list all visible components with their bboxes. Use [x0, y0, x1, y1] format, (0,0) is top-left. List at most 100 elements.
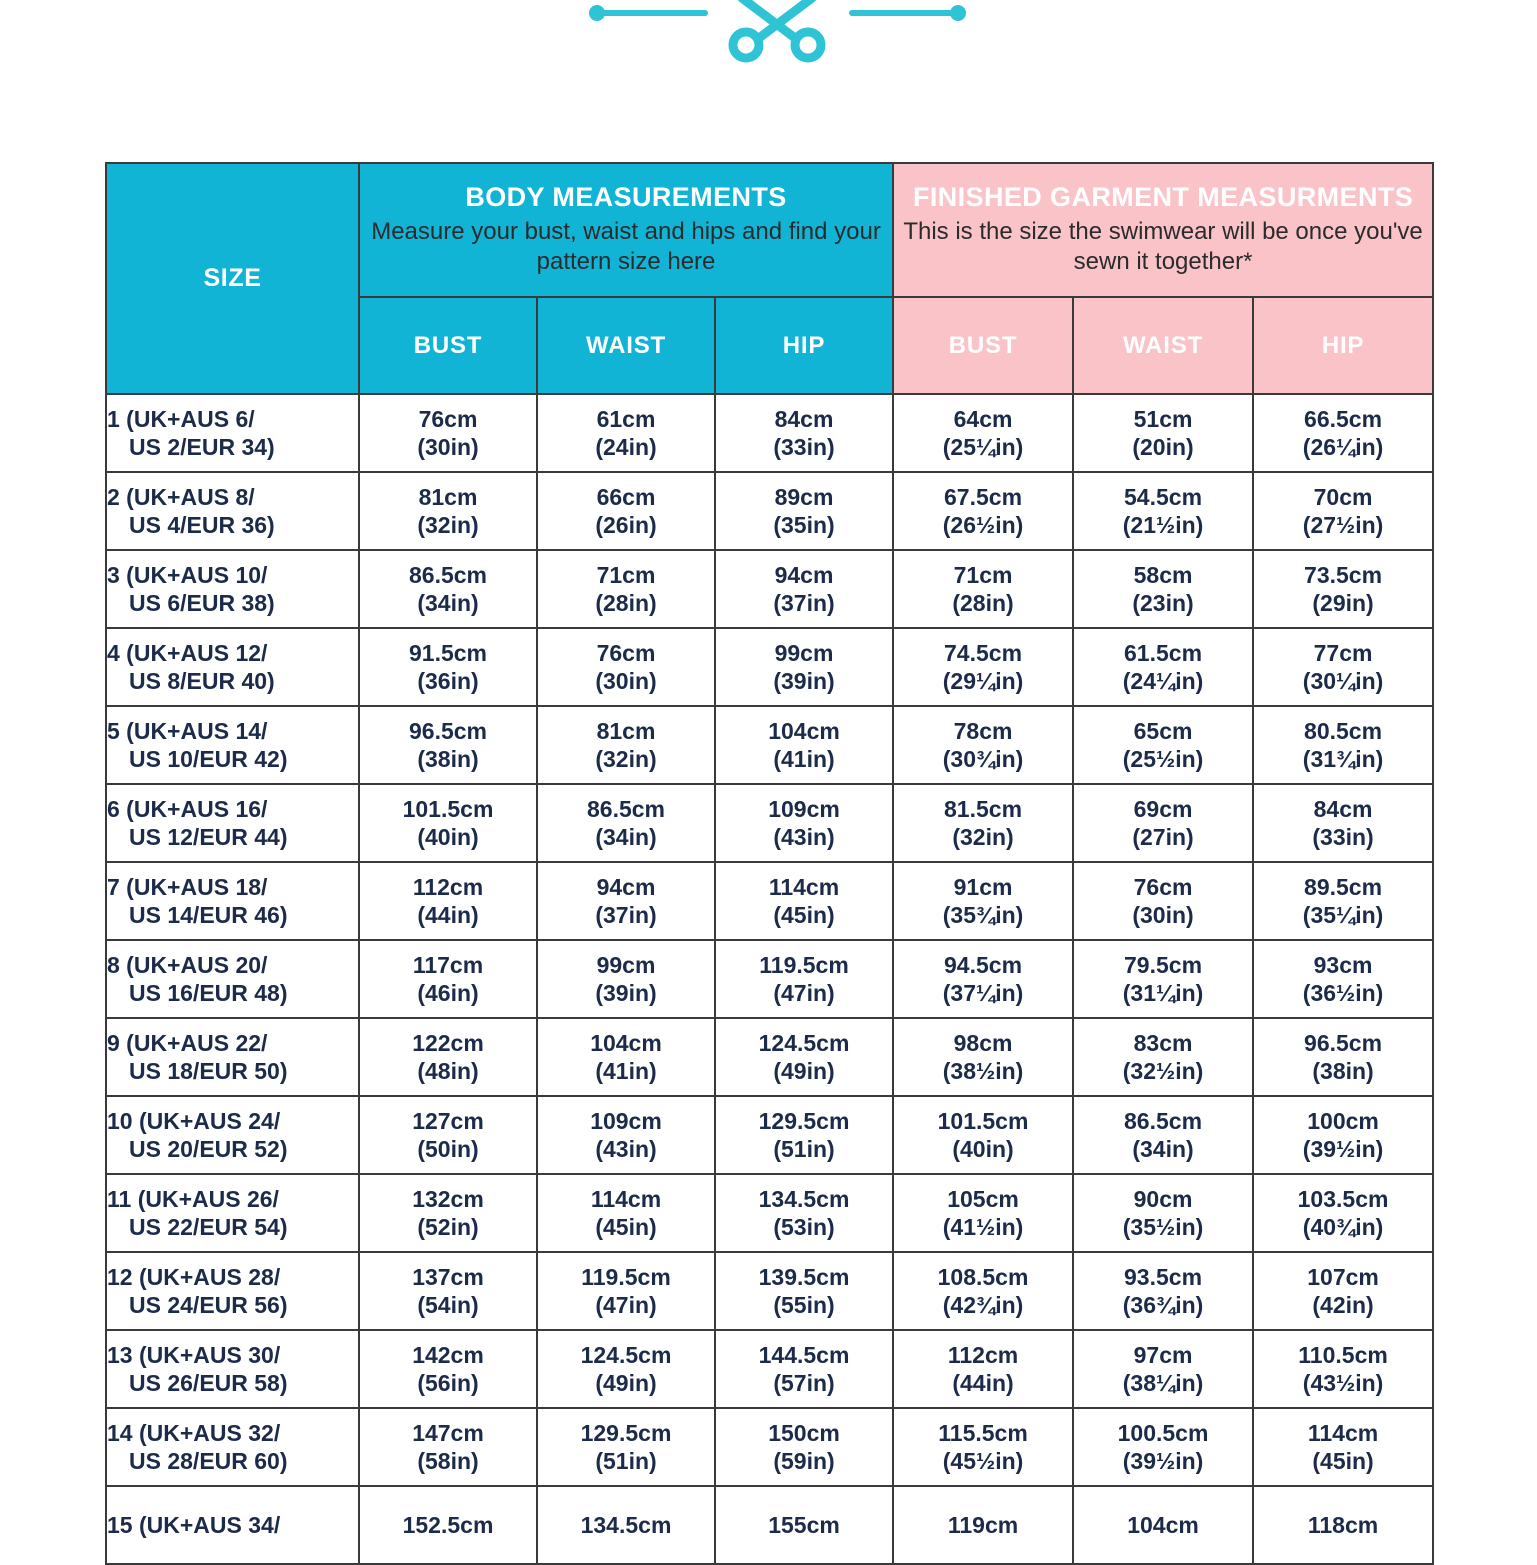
cell-body-bust: 117cm (46in): [358, 939, 538, 1019]
body-hip-in: (57in): [773, 1370, 835, 1396]
finished-waist-cm: 65cm: [1133, 717, 1193, 744]
cell-size: 13 (UK+AUS 30/US 26/EUR 58): [105, 1329, 360, 1409]
body-hip-in: (53in): [773, 1214, 835, 1240]
finished-waist-cm: 79.5cm: [1124, 951, 1203, 978]
header-finished-waist: WAIST: [1072, 296, 1255, 395]
body-waist-cm: 99cm: [596, 951, 656, 978]
cell-finished-waist: 97cm (38¼in): [1072, 1329, 1255, 1409]
cell-finished-waist: 83cm (32½in): [1072, 1017, 1255, 1097]
finished-bust-cm: 71cm: [953, 561, 1013, 588]
cell-body-hip: 94cm (37in): [713, 549, 895, 629]
cut-line-right-dot: [950, 5, 966, 21]
body-bust-in: (48in): [417, 1058, 479, 1084]
cell-body-bust: 101.5cm (40in): [358, 783, 538, 863]
body-hip-in: (43in): [773, 824, 835, 850]
body-hip-cm: 134.5cm: [758, 1185, 850, 1212]
header-group-finished: FINISHED GARMENT MEASURMENTS This is the…: [892, 162, 1435, 298]
body-hip-in: (55in): [773, 1292, 835, 1318]
finished-hip-cm: 107cm: [1307, 1263, 1379, 1290]
finished-bust-cm: 112cm: [947, 1341, 1019, 1368]
cell-body-hip: 134.5cm (53in): [713, 1173, 895, 1253]
cell-finished-bust: 101.5cm (40in): [892, 1095, 1075, 1175]
cell-body-hip: 114cm (45in): [713, 861, 895, 941]
finished-waist-in: (30in): [1132, 902, 1194, 928]
cell-finished-hip: 100cm (39½in): [1252, 1095, 1435, 1175]
size-label-line1: 15 (UK+AUS 34/: [107, 1511, 281, 1538]
body-bust-in: (54in): [417, 1292, 479, 1318]
body-waist-in: (39in): [595, 980, 657, 1006]
cell-size: 15 (UK+AUS 34/: [105, 1485, 360, 1565]
cell-body-waist: 94cm (37in): [536, 861, 716, 941]
cell-body-waist: 71cm (28in): [536, 549, 716, 629]
cell-finished-hip: 96.5cm (38in): [1252, 1017, 1435, 1097]
table-row: 2 (UK+AUS 8/US 4/EUR 36) 81cm (32in) 66cm (2…: [105, 471, 1435, 551]
body-waist-cm: 81cm: [596, 717, 656, 744]
cell-finished-hip: 89.5cm (35¼in): [1252, 861, 1435, 941]
table-row: 8 (UK+AUS 20/US 16/EUR 48) 117cm (46in) 99c…: [105, 939, 1435, 1019]
cell-finished-bust: 78cm (30¾in): [892, 705, 1075, 785]
cell-body-hip: 99cm (39in): [713, 627, 895, 707]
cell-body-hip: 104cm (41in): [713, 705, 895, 785]
size-label-line1: 10 (UK+AUS 24/: [107, 1107, 281, 1134]
finished-hip-in: (38in): [1312, 1058, 1374, 1084]
finished-hip-cm: 103.5cm: [1297, 1185, 1389, 1212]
body-waist-cm: 71cm: [596, 561, 656, 588]
cell-body-waist: 134.5cm: [536, 1485, 716, 1565]
finished-waist-in: (32½in): [1122, 1058, 1204, 1084]
header-finished-bust: BUST: [892, 296, 1075, 395]
cell-body-waist: 119.5cm (47in): [536, 1251, 716, 1331]
header-body-waist: WAIST: [536, 296, 716, 395]
finished-bust-in: (32in): [952, 824, 1014, 850]
cell-finished-bust: 108.5cm (42¾in): [892, 1251, 1075, 1331]
body-waist-cm: 104cm: [590, 1029, 662, 1056]
body-bust-in: (38in): [417, 746, 479, 772]
finished-hip-cm: 84cm: [1313, 795, 1373, 822]
body-hip-in: (59in): [773, 1448, 835, 1474]
finished-bust-in: (40in): [952, 1136, 1014, 1162]
body-hip-cm: 104cm: [768, 717, 840, 744]
cell-finished-waist: 58cm (23in): [1072, 549, 1255, 629]
cell-finished-bust: 112cm (44in): [892, 1329, 1075, 1409]
finished-bust-in: (42¾in): [942, 1292, 1024, 1318]
finished-hip-in: (42in): [1312, 1292, 1374, 1318]
size-label-line1: 6 (UK+AUS 16/: [107, 795, 268, 822]
size-label-line1: 7 (UK+AUS 18/: [107, 873, 268, 900]
finished-bust-in: (35¾in): [942, 902, 1024, 928]
size-label-line2: US 12/EUR 44): [129, 824, 288, 850]
finished-hip-in: (26¼in): [1302, 434, 1384, 460]
body-waist-cm: 94cm: [596, 873, 656, 900]
cell-body-waist: 129.5cm (51in): [536, 1407, 716, 1487]
body-hip-cm: 155cm: [768, 1511, 840, 1538]
cell-body-waist: 66cm (26in): [536, 471, 716, 551]
cell-size: 4 (UK+AUS 12/US 8/EUR 40): [105, 627, 360, 707]
size-label-line1: 4 (UK+AUS 12/: [107, 639, 268, 666]
finished-waist-cm: 97cm: [1133, 1341, 1193, 1368]
body-bust-in: (52in): [417, 1214, 479, 1240]
body-bust-cm: 96.5cm: [408, 717, 487, 744]
body-waist-in: (45in): [595, 1214, 657, 1240]
cell-finished-hip: 84cm (33in): [1252, 783, 1435, 863]
body-bust-cm: 137cm: [412, 1263, 484, 1290]
cell-finished-waist: 104cm: [1072, 1485, 1255, 1565]
table-row: 10 (UK+AUS 24/US 20/EUR 52) 127cm (50in) 10…: [105, 1095, 1435, 1175]
finished-waist-in: (39½in): [1122, 1448, 1204, 1474]
body-bust-cm: 81cm: [418, 483, 478, 510]
body-waist-in: (26in): [595, 512, 657, 538]
body-waist-in: (32in): [595, 746, 657, 772]
body-waist-in: (30in): [595, 668, 657, 694]
body-bust-in: (50in): [417, 1136, 479, 1162]
cell-body-bust: 137cm (54in): [358, 1251, 538, 1331]
finished-bust-in: (26½in): [942, 512, 1024, 538]
size-label-line1: 8 (UK+AUS 20/: [107, 951, 268, 978]
cell-body-hip: 119.5cm (47in): [713, 939, 895, 1019]
body-hip-cm: 150cm: [768, 1419, 840, 1446]
size-label-line2: US 8/EUR 40): [129, 668, 275, 694]
cell-size: 5 (UK+AUS 14/US 10/EUR 42): [105, 705, 360, 785]
cell-finished-bust: 71cm (28in): [892, 549, 1075, 629]
body-bust-cm: 76cm: [418, 405, 478, 432]
finished-waist-cm: 54.5cm: [1124, 483, 1203, 510]
cell-size: 1 (UK+AUS 6/US 2/EUR 34): [105, 393, 360, 473]
body-waist-cm: 134.5cm: [580, 1511, 672, 1538]
body-bust-in: (36in): [417, 668, 479, 694]
body-hip-cm: 89cm: [774, 483, 834, 510]
